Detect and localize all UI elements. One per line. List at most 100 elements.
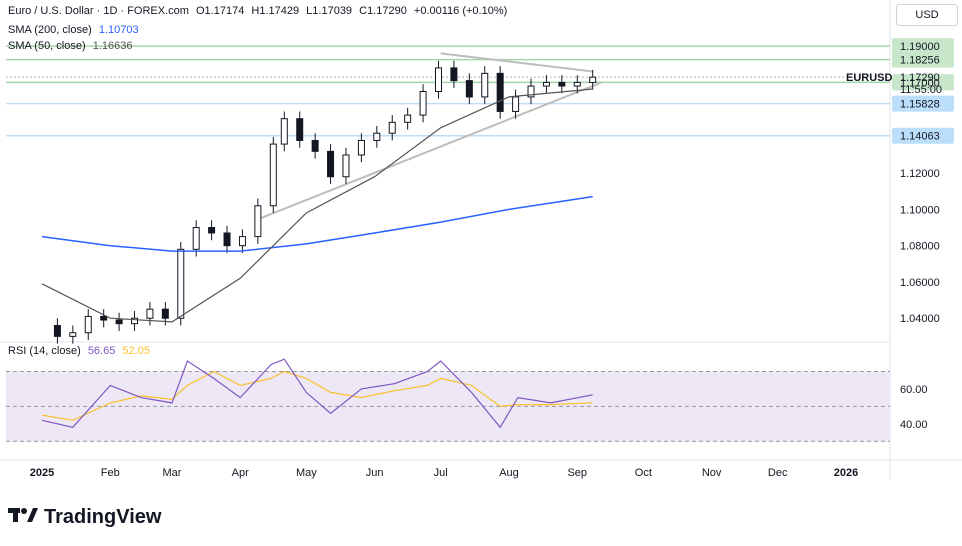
candle-body bbox=[280, 118, 288, 145]
candle-body bbox=[419, 90, 427, 116]
tradingview-mark-icon bbox=[8, 504, 38, 530]
price-tag-label: 1.15828 bbox=[900, 99, 940, 111]
x-tick-label: Sep bbox=[567, 467, 587, 479]
price-tag-bg bbox=[892, 127, 954, 144]
x-tick-label: 2026 bbox=[834, 467, 858, 479]
rsi-pane bbox=[6, 358, 890, 442]
price-tag-bg bbox=[892, 51, 954, 68]
candle-body bbox=[342, 154, 350, 178]
y-tick-label: 1.08000 bbox=[900, 241, 940, 253]
candle-body bbox=[512, 96, 520, 112]
open-value: O1.17174 bbox=[196, 5, 245, 17]
change-value: +0.00116 (+0.10%) bbox=[413, 5, 508, 17]
candle-body bbox=[327, 150, 335, 178]
candle-body bbox=[223, 232, 231, 247]
candle-body bbox=[311, 139, 319, 152]
y-tick-label: 1.12000 bbox=[900, 168, 940, 180]
low-value: L1.17039 bbox=[306, 5, 353, 17]
rsi-line bbox=[41, 358, 593, 429]
x-tick-label: 2025 bbox=[30, 467, 54, 479]
candle-body bbox=[269, 143, 277, 207]
symbol-line: Euro / U.S. Dollar · 1D · FOREX.com bbox=[8, 5, 189, 17]
y-tick-label: 1.06000 bbox=[900, 277, 940, 289]
rsi-label: RSI (14, close) bbox=[8, 345, 81, 357]
price-tag-label: 1.14063 bbox=[900, 131, 940, 143]
candle-body bbox=[146, 308, 154, 319]
sma200-label: SMA (200, close) bbox=[8, 24, 92, 36]
close-value: C1.17290 bbox=[359, 5, 407, 17]
candle-body bbox=[573, 81, 581, 87]
x-tick-label: Nov bbox=[702, 467, 722, 479]
price-axis: 1.04000 1.06000 1.08000 1.10000 1.12000 40.00… bbox=[846, 38, 954, 431]
x-tick-label: May bbox=[296, 467, 317, 479]
candles bbox=[53, 60, 597, 344]
candle-body bbox=[84, 315, 92, 334]
candle-body bbox=[481, 72, 489, 98]
tradingview-logo[interactable]: TradingView bbox=[8, 504, 161, 530]
x-tick-label: Dec bbox=[768, 467, 788, 479]
candle-body bbox=[558, 81, 566, 87]
resistance-trendline bbox=[440, 52, 593, 73]
candle-body bbox=[434, 67, 442, 92]
sma50-label: SMA (50, close) bbox=[8, 40, 86, 52]
sma50-line bbox=[41, 88, 593, 323]
x-tick-label: Mar bbox=[162, 467, 181, 479]
x-tick-label: Apr bbox=[232, 467, 249, 479]
price-tag-label: 1.19000 bbox=[900, 41, 940, 53]
candle-body bbox=[192, 227, 200, 250]
candle-body bbox=[53, 324, 61, 337]
candle-body bbox=[296, 118, 304, 141]
candle-body bbox=[527, 85, 535, 98]
rsi-ma-line bbox=[41, 370, 593, 421]
currency-button[interactable]: USD bbox=[896, 4, 958, 26]
y-tick-label: 1.04000 bbox=[900, 313, 940, 325]
x-tick-label: Aug bbox=[499, 467, 519, 479]
candle-body bbox=[69, 332, 77, 337]
brand-name: TradingView bbox=[44, 505, 162, 528]
x-tick-label: Oct bbox=[635, 467, 652, 479]
x-tick-label: Jun bbox=[366, 467, 384, 479]
support-trendline bbox=[259, 81, 602, 220]
candle-body bbox=[542, 81, 550, 87]
countdown-label: 11:55:00 bbox=[900, 84, 942, 96]
rsi-tick-label: 40.00 bbox=[900, 419, 928, 431]
rsi-value: 56.65 bbox=[87, 345, 116, 357]
candle-body bbox=[161, 308, 169, 319]
high-value: H1.17429 bbox=[251, 5, 300, 17]
price-tag-label: 1.17000 bbox=[900, 77, 940, 89]
symbol-header: Euro / U.S. Dollar · 1D · FOREX.com O1.1… bbox=[8, 5, 511, 17]
price-tag-0: 1.19000 bbox=[892, 38, 954, 55]
candle-body bbox=[450, 67, 458, 82]
price-tag-bg bbox=[892, 38, 954, 55]
price-tag-1: 1.18256 bbox=[892, 51, 954, 68]
symbol-tag: EURUSD bbox=[846, 72, 893, 84]
candle-body bbox=[115, 319, 123, 325]
candle-body bbox=[100, 315, 108, 321]
candle-body bbox=[496, 72, 504, 112]
candle-body bbox=[238, 236, 246, 247]
rsi-ma-value: 52.05 bbox=[122, 345, 150, 357]
rsi-tick-label: 60.00 bbox=[900, 384, 928, 396]
time-axis: 2025 Feb Mar Apr May Jun Jul Aug Sep Oct Nov Dec 202… bbox=[30, 467, 858, 479]
candle-body bbox=[357, 139, 365, 156]
sma200-value: 1.10703 bbox=[98, 24, 139, 36]
candle-body bbox=[589, 76, 597, 83]
zones bbox=[6, 45, 890, 220]
price-tag-5: 1.14063 bbox=[892, 127, 954, 144]
sma200-legend[interactable]: SMA (200, close) 1.10703 bbox=[8, 24, 143, 36]
price-tag-4: 1.15828 bbox=[892, 95, 954, 112]
price-tag-3: 1.17000 bbox=[892, 74, 954, 91]
x-tick-label: Jul bbox=[434, 467, 448, 479]
sma50-legend[interactable]: SMA (50, close) 1.16636 bbox=[8, 40, 136, 52]
candle-body bbox=[254, 205, 262, 238]
price-tag-bg bbox=[892, 74, 954, 91]
sma50-value: 1.16636 bbox=[92, 40, 133, 52]
price-tag-bg bbox=[892, 95, 954, 112]
current-price-label: 1.17290 bbox=[900, 72, 940, 84]
sma200-line bbox=[41, 195, 593, 252]
moving-averages bbox=[41, 88, 593, 323]
price-tag-label: 1.18256 bbox=[900, 55, 940, 67]
x-tick-label: Feb bbox=[101, 467, 120, 479]
rsi-legend[interactable]: RSI (14, close) 56.65 52.05 bbox=[8, 345, 154, 357]
